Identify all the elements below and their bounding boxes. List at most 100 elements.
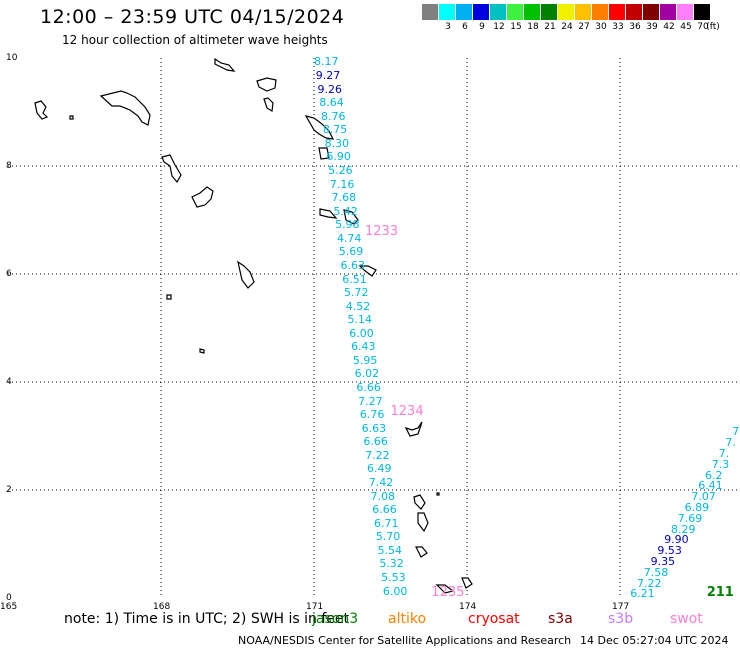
wave-height-value: 4.74 — [336, 231, 362, 245]
wave-height-value: 6.51 — [342, 272, 367, 286]
wave-height-value: 5.72 — [344, 286, 369, 300]
latitude-label: 10 — [6, 53, 18, 63]
satellite-legend-item: s3b — [608, 611, 634, 627]
island-outline — [358, 265, 377, 277]
colorbar-swatch — [507, 4, 524, 20]
wave-height-value: 9.26 — [317, 82, 343, 96]
island-outline — [417, 512, 429, 533]
latitude-label: 2 — [6, 485, 12, 495]
colorbar-label: 45 — [680, 22, 692, 32]
wave-height-value: 6.66 — [356, 381, 381, 395]
island-outline — [404, 421, 423, 437]
satellite-legend-item: s3a — [548, 611, 573, 627]
colorbar-swatch — [643, 4, 660, 20]
satellite-legend-item: jason3 — [312, 611, 359, 627]
wave-height-value: 9.53 — [657, 544, 682, 558]
footer-note: note: 1) Time is in UTC; 2) SWH is in fe… — [64, 611, 350, 627]
island-outline — [191, 186, 214, 208]
island-outline — [237, 260, 255, 289]
island-outline — [319, 208, 338, 219]
wave-height-value: 6.90 — [326, 150, 351, 164]
longitude-label: 174 — [459, 602, 477, 612]
colorbar-swatch — [677, 4, 694, 20]
colorbar-swatch — [541, 4, 558, 20]
wave-height-value: 7. — [732, 425, 740, 439]
wave-height-value: 5.69 — [338, 245, 364, 259]
wave-height-value: 5.14 — [347, 313, 373, 327]
wave-height-value: 7. — [718, 446, 730, 460]
colorbar-label: 27 — [578, 22, 590, 32]
latitude-label: 8 — [6, 161, 12, 171]
satellite-legend-item: swot — [670, 611, 703, 627]
island-outline — [69, 115, 74, 120]
credit-date: 14 Dec 05:27:04 UTC 2024 — [580, 634, 729, 647]
wave-height-value: 6.2 — [705, 468, 723, 482]
wave-height-value: 6.66 — [363, 435, 388, 449]
wave-height-value: 6.66 — [372, 503, 397, 517]
wave-height-value: 6.41 — [698, 479, 723, 493]
latitude-label: 4 — [6, 377, 12, 387]
colorbar-label: 39 — [646, 22, 658, 32]
wave-height-value: 6.63 — [340, 258, 365, 272]
longitude-label: 171 — [306, 602, 324, 612]
wave-height-value: 5.53 — [381, 571, 406, 585]
wave-height-value: 9.35 — [650, 554, 676, 568]
wave-height-value: 8.17 — [314, 55, 339, 69]
wave-height-value: 7.22 — [365, 448, 390, 462]
island-outline — [214, 57, 236, 72]
colorbar-swatch — [439, 4, 456, 20]
latitude-label: 6 — [6, 269, 12, 279]
pass-label: 211 — [706, 585, 734, 601]
satellite-legend-item: altiko — [388, 611, 427, 627]
island-outline — [435, 584, 455, 594]
island-outline — [166, 294, 172, 300]
satellite-legend-item: cryosat — [468, 611, 520, 627]
wave-height-value: 5.95 — [352, 353, 378, 367]
colorbar-label: 30 — [595, 22, 607, 32]
wave-height-value: 6.71 — [374, 516, 399, 530]
wave-height-value: 6.43 — [351, 340, 376, 354]
wave-height-value: 7.68 — [331, 191, 357, 205]
wave-height-value: 8.30 — [324, 136, 350, 150]
island-outlines — [34, 57, 473, 594]
wave-height-value: 6.63 — [361, 421, 387, 435]
longitude-label: 177 — [612, 602, 630, 612]
colorbar-swatch — [626, 4, 643, 20]
colorbar-label: 42 — [663, 22, 675, 32]
colorbar-label: 36 — [629, 22, 641, 32]
wave-height-value: 7.07 — [691, 490, 716, 504]
credit-line: NOAA/NESDIS Center for Satellite Applica… — [238, 634, 572, 647]
wave-height-value: 7.42 — [368, 476, 394, 490]
wave-height-value: 4.52 — [345, 299, 371, 313]
wave-height-value: 7.16 — [329, 177, 355, 191]
wave-height-value: 7. — [725, 436, 736, 450]
island-outline — [461, 577, 473, 589]
wave-height-value: 6.49 — [366, 462, 392, 476]
wave-height-value: 7.3 — [711, 457, 730, 471]
island-outline — [99, 90, 151, 126]
colorbar-swatch — [558, 4, 575, 20]
wave-height-value: 7.69 — [677, 511, 703, 525]
wave-height-value: 9.27 — [315, 68, 341, 82]
colorbar-label: 21 — [544, 22, 556, 32]
wave-height-value: 8.75 — [322, 123, 348, 137]
wave-height-value: 7.22 — [637, 576, 662, 590]
wave-height-value: 5.32 — [379, 557, 404, 571]
wave-height-value: 7.08 — [370, 489, 395, 503]
colorbar-label: 24 — [561, 22, 573, 32]
colorbar-swatch — [422, 4, 439, 20]
island-outline — [263, 97, 274, 112]
colorbar-label: 12 — [493, 22, 505, 32]
colorbar-swatch — [660, 4, 677, 20]
wave-height-value: 6.76 — [359, 408, 385, 422]
island-outline — [415, 546, 428, 558]
colorbar-swatch — [609, 4, 626, 20]
longitude-label: 168 — [153, 602, 171, 612]
colorbar-unit: (ft) — [706, 22, 720, 32]
wave-height-value: 6.02 — [354, 367, 380, 381]
colorbar-swatch — [490, 4, 507, 20]
wave-height-value: 5.42 — [333, 204, 358, 218]
pass-label: 1235 — [431, 585, 465, 601]
colorbar-label: 33 — [612, 22, 624, 32]
